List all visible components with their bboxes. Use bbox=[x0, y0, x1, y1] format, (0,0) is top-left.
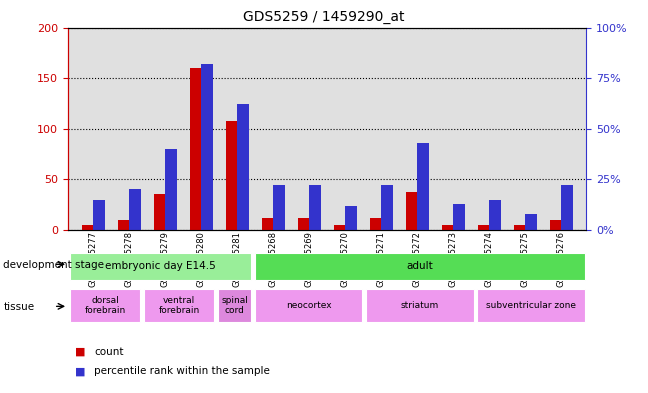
Bar bbox=[489, 200, 501, 230]
Bar bbox=[297, 218, 309, 230]
Bar bbox=[129, 189, 141, 230]
Bar bbox=[417, 143, 429, 230]
Bar bbox=[381, 185, 393, 230]
Text: tissue: tissue bbox=[3, 301, 34, 312]
Bar bbox=[70, 253, 251, 279]
Bar bbox=[255, 289, 362, 322]
Bar bbox=[442, 225, 453, 230]
Text: ■: ■ bbox=[75, 366, 85, 376]
Text: count: count bbox=[94, 347, 124, 357]
Bar bbox=[70, 289, 140, 322]
Text: development stage: development stage bbox=[3, 260, 104, 270]
Bar bbox=[202, 64, 213, 230]
Bar bbox=[237, 105, 249, 230]
Text: embryonic day E14.5: embryonic day E14.5 bbox=[105, 261, 216, 271]
Text: subventricular zone: subventricular zone bbox=[486, 301, 576, 310]
Bar bbox=[255, 253, 584, 279]
Text: adult: adult bbox=[406, 261, 433, 271]
Bar bbox=[273, 185, 284, 230]
Bar bbox=[406, 193, 417, 230]
Bar bbox=[366, 289, 474, 322]
Bar bbox=[345, 206, 357, 230]
Bar bbox=[370, 218, 381, 230]
Bar bbox=[154, 195, 165, 230]
Bar bbox=[478, 225, 489, 230]
Text: GDS5259 / 1459290_at: GDS5259 / 1459290_at bbox=[243, 10, 405, 24]
Bar bbox=[477, 289, 584, 322]
Bar bbox=[218, 289, 251, 322]
Bar bbox=[514, 225, 526, 230]
Text: percentile rank within the sample: percentile rank within the sample bbox=[94, 366, 270, 376]
Text: spinal
cord: spinal cord bbox=[221, 296, 248, 315]
Text: ventral
forebrain: ventral forebrain bbox=[159, 296, 200, 315]
Bar bbox=[334, 225, 345, 230]
Bar bbox=[561, 185, 573, 230]
Bar bbox=[82, 225, 93, 230]
Text: striatum: striatum bbox=[400, 301, 439, 310]
Text: ■: ■ bbox=[75, 347, 85, 357]
Bar bbox=[309, 185, 321, 230]
Bar bbox=[453, 204, 465, 230]
Bar bbox=[144, 289, 214, 322]
Bar bbox=[165, 149, 177, 230]
Bar bbox=[550, 220, 561, 230]
Bar bbox=[93, 200, 105, 230]
Text: dorsal
forebrain: dorsal forebrain bbox=[84, 296, 126, 315]
Bar bbox=[262, 218, 273, 230]
Bar bbox=[226, 121, 237, 230]
Bar bbox=[118, 220, 129, 230]
Text: neocortex: neocortex bbox=[286, 301, 332, 310]
Bar bbox=[526, 214, 537, 230]
Bar bbox=[190, 68, 202, 230]
